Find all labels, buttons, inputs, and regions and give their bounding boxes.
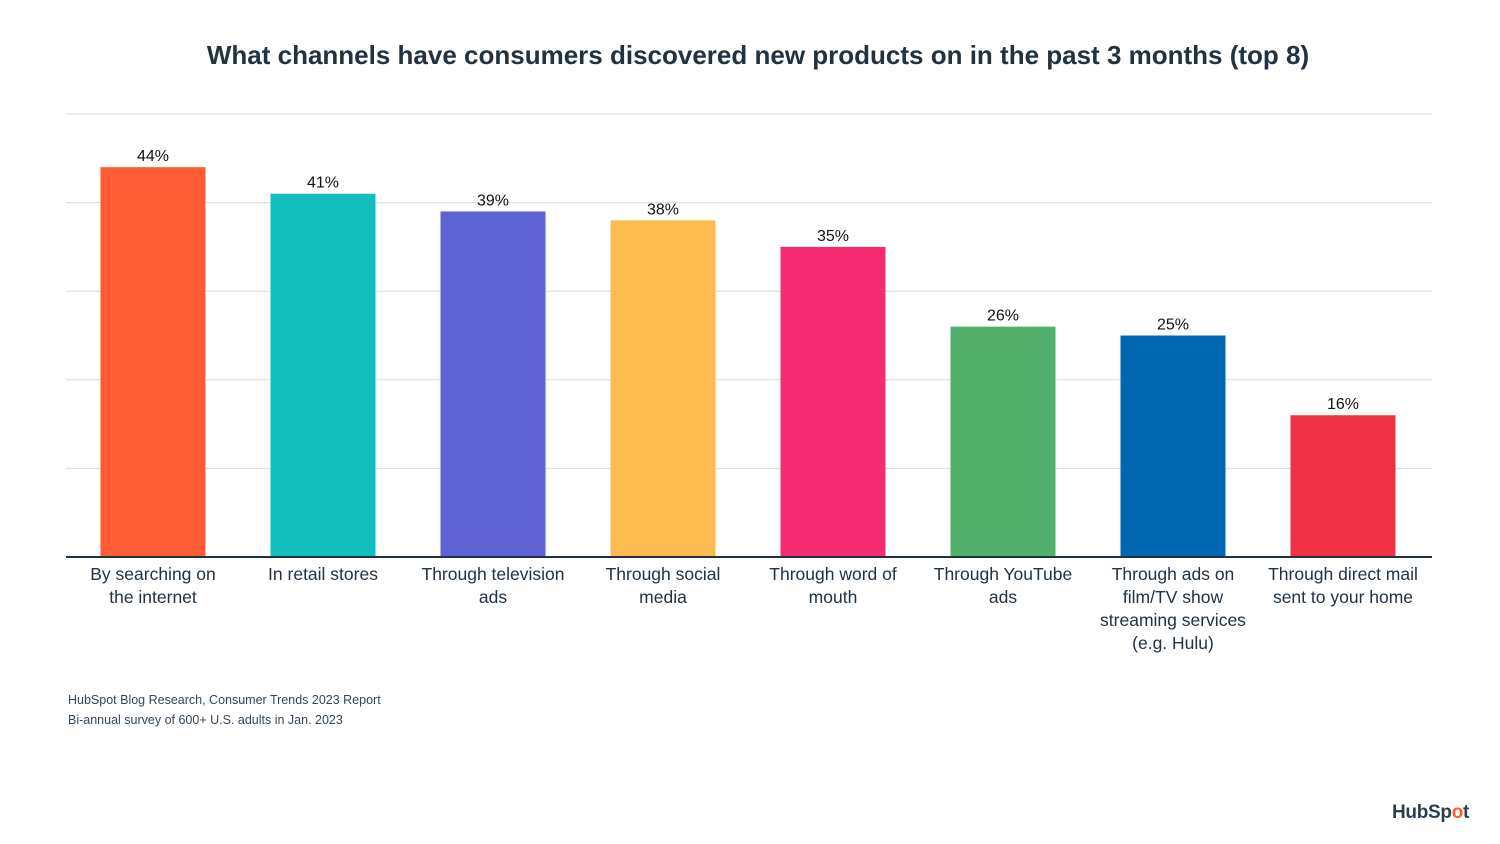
data-label: 44%: [137, 148, 169, 165]
data-label: 16%: [1327, 396, 1359, 413]
bar: [440, 211, 546, 557]
data-label: 39%: [477, 192, 509, 209]
category-label: sent to your home: [1273, 587, 1413, 607]
category-label: film/TV show: [1123, 587, 1224, 607]
data-label: 25%: [1157, 317, 1189, 334]
bar: [780, 246, 886, 557]
bar: [950, 326, 1056, 557]
category-label: Through television: [422, 564, 565, 584]
category-label: Through ads on: [1112, 564, 1235, 584]
category-label: Through direct mail: [1268, 564, 1418, 584]
category-label: the internet: [109, 587, 197, 607]
hubspot-logo: HubSpot: [1392, 802, 1470, 823]
category-label: ads: [989, 587, 1017, 607]
bar: [270, 193, 376, 558]
category-label: By searching on: [90, 564, 216, 584]
data-label: 26%: [987, 308, 1019, 325]
bar: [1290, 415, 1396, 557]
source-line-1: HubSpot Blog Research, Consumer Trends 2…: [68, 693, 381, 707]
category-label: Through YouTube: [934, 564, 1073, 584]
data-label: 38%: [647, 201, 679, 218]
data-label: 35%: [817, 228, 849, 245]
category-label: ads: [479, 587, 507, 607]
category-label: Through word of: [769, 564, 897, 584]
bar: [1120, 335, 1226, 557]
bar: [610, 220, 716, 557]
category-label: In retail stores: [268, 564, 378, 584]
category-label: Through social: [606, 564, 721, 584]
category-label: mouth: [809, 587, 858, 607]
category-label: media: [639, 587, 687, 607]
category-label: (e.g. Hulu): [1132, 633, 1214, 653]
chart-title: What channels have consumers discovered …: [206, 40, 1310, 70]
data-label: 41%: [307, 175, 339, 192]
bar: [100, 167, 206, 557]
source-line-2: Bi-annual survey of 600+ U.S. adults in …: [68, 713, 343, 727]
category-label: streaming services: [1100, 610, 1246, 630]
